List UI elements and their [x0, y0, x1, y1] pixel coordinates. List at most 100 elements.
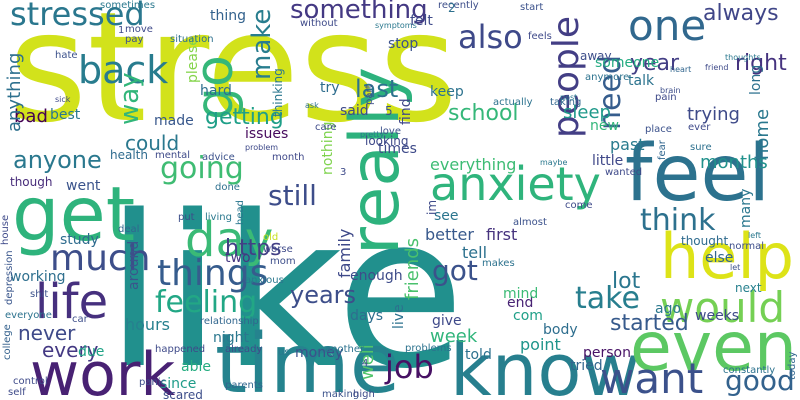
cloud-word: feel [625, 129, 770, 219]
cloud-word: depression [4, 250, 15, 305]
cloud-word: get [12, 170, 135, 258]
cloud-word: feeling [155, 285, 257, 320]
cloud-word: many [738, 189, 754, 228]
cloud-word: advice [202, 152, 235, 163]
cloud-word: 4 [362, 358, 368, 369]
cloud-word: situation [170, 34, 214, 45]
cloud-word: actually [493, 97, 533, 108]
cloud-word: https [225, 236, 282, 261]
cloud-word: living [205, 212, 232, 223]
cloud-word: thing [210, 8, 246, 24]
cloud-word: take [575, 281, 640, 316]
cloud-word: trying [687, 104, 740, 125]
cloud-word: long [748, 65, 764, 95]
cloud-word: though [10, 175, 52, 189]
cloud-word: issues [245, 126, 288, 142]
cloud-word: left [748, 231, 761, 240]
cloud-word: going [160, 151, 244, 186]
cloud-word: time [215, 317, 400, 400]
cloud-word: mom [270, 256, 296, 267]
cloud-word: could [125, 131, 179, 155]
cloud-word: nothing [320, 122, 336, 175]
cloud-word: family [335, 229, 354, 278]
cloud-word: things [157, 253, 268, 294]
cloud-word: fear [657, 139, 668, 160]
cloud-word: always [703, 1, 779, 26]
cloud-word: mind [503, 286, 538, 302]
cloud-word: sleep [563, 102, 611, 123]
cloud-word: makes [482, 258, 515, 269]
cloud-word: problem [245, 143, 278, 152]
cloud-word: bad [14, 106, 48, 127]
cloud-word: need [593, 55, 628, 130]
cloud-word: place [645, 124, 672, 135]
cloud-word: everything [430, 155, 516, 174]
cloud-word: see [434, 208, 459, 224]
cloud-word: said [340, 103, 369, 119]
cloud-word: deal [118, 224, 139, 235]
cloud-word: right [735, 51, 787, 76]
cloud-word: week [430, 326, 478, 347]
cloud-word: sure [690, 142, 712, 153]
cloud-word: end [507, 295, 533, 311]
cloud-word: best [50, 107, 81, 123]
cloud-word: everyone [5, 310, 52, 321]
cloud-word: ago [655, 301, 681, 317]
cloud-word: point [520, 335, 561, 354]
cloud-word: weeks [695, 308, 739, 324]
cloud-word: ever [688, 122, 711, 133]
cloud-word: make [247, 9, 277, 80]
cloud-word: months [700, 152, 768, 173]
cloud-word: please [185, 37, 201, 83]
cloud-word: else [705, 250, 733, 266]
cloud-word: feels [528, 31, 552, 42]
cloud-word: car [72, 314, 89, 325]
cloud-word: back [78, 48, 168, 92]
cloud-word: years [290, 281, 356, 309]
cloud-word: home [752, 109, 773, 160]
cloud-word: keep [430, 84, 464, 100]
cloud-word: looking [365, 134, 409, 148]
cloud-word: another [325, 344, 365, 355]
cloud-word: 2 [448, 1, 456, 15]
cloud-word: relationship [200, 316, 259, 327]
cloud-word: past [610, 135, 645, 154]
cloud-word: hate [55, 50, 78, 61]
cloud-word: really [336, 67, 415, 255]
cloud-word: stress [8, 0, 458, 156]
cloud-word: something [290, 0, 428, 25]
cloud-word: felt [410, 13, 433, 29]
cloud-word: school [448, 101, 519, 126]
cloud-word: last [355, 75, 398, 103]
cloud-word: parents [225, 380, 263, 391]
cloud-word: someone [595, 55, 659, 71]
cloud-word: stop [388, 36, 418, 52]
cloud-word: day [185, 212, 273, 268]
cloud-word: away [580, 49, 612, 63]
cloud-word: new [590, 118, 619, 134]
cloud-word: high [353, 389, 375, 400]
cloud-word: almost [513, 217, 547, 228]
cloud-word: better [425, 225, 474, 244]
cloud-word: night [213, 330, 250, 346]
cloud-word: panic [139, 377, 166, 388]
cloud-word: part [364, 84, 375, 105]
cloud-word: want [600, 354, 703, 400]
cloud-word: study [60, 232, 99, 248]
cloud-word: put [178, 212, 195, 223]
cloud-word: without [300, 18, 338, 29]
cloud-word: control [13, 376, 48, 387]
cloud-word: life [35, 274, 108, 330]
cloud-word: getting [205, 105, 284, 130]
cloud-word: today [787, 351, 798, 380]
cloud-word: job [384, 348, 434, 386]
cloud-word: already [225, 344, 262, 355]
cloud-word: work [30, 340, 175, 400]
cloud-word: taking [550, 97, 581, 108]
cloud-word: friends [402, 238, 423, 300]
cloud-word: good [725, 364, 795, 397]
cloud-word: care [315, 122, 337, 133]
cloud-word: around [126, 241, 142, 290]
